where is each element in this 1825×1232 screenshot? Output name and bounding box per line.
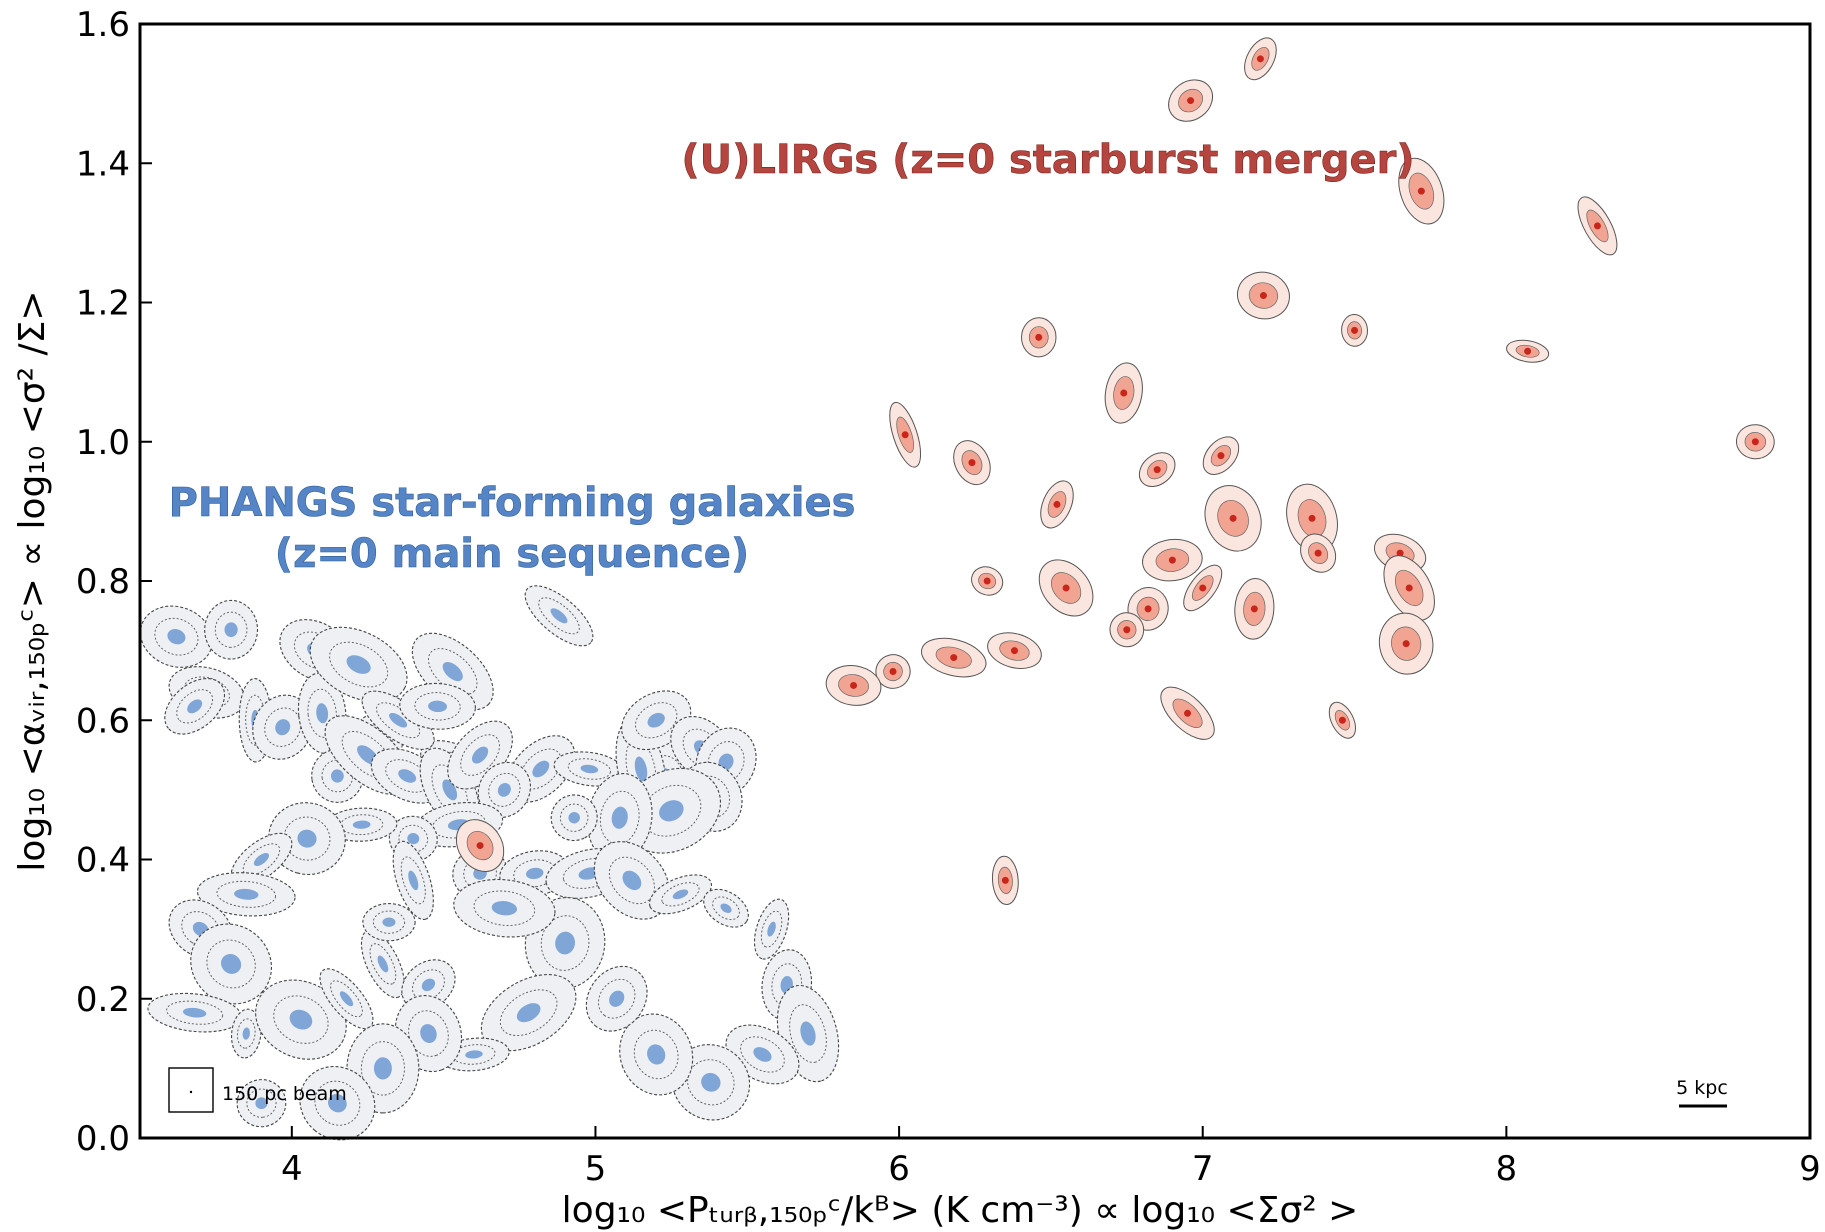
ulirg-galaxy-mark — [875, 654, 911, 689]
phangs-galaxy-mark — [585, 965, 648, 1032]
ulirg-galaxy-mark — [1300, 533, 1337, 573]
phangs-galaxy-mark — [399, 682, 476, 730]
y-tick-label: 1.2 — [76, 284, 130, 324]
phangs-galaxy-mark — [550, 794, 598, 842]
x-axis-label: log₁₀ <Pₜᵤᵣᵦ,₁₅₀ₚᶜ/kᴮ> (K cm⁻³) ∝ log₁₀ … — [562, 1190, 1359, 1231]
x-tick-label: 5 — [585, 1149, 607, 1189]
ulirg-galaxy-mark — [1234, 578, 1275, 640]
phangs-galaxy-mark — [190, 923, 272, 1005]
phangs-galaxy-mark — [703, 888, 749, 928]
x-tick-label: 6 — [888, 1149, 910, 1189]
phangs-galaxy-mark — [648, 874, 713, 915]
y-tick-label: 0.8 — [76, 562, 130, 602]
axis-ticks — [140, 23, 1811, 1139]
y-axis-label: log₁₀ <αᵥᵢᵣ,₁₅₀ₚᶜ> ∝ log₁₀ <σ² /Σ> — [12, 290, 53, 871]
ulirg-galaxy-mark — [1142, 538, 1203, 582]
galaxy-marks — [139, 37, 1775, 1141]
scale-bar-label: 5 kpc — [1676, 1077, 1728, 1099]
phangs-galaxy-mark — [392, 840, 434, 920]
y-tick-label: 1.6 — [76, 5, 130, 45]
ulirg-galaxy-mark — [1328, 701, 1357, 739]
ulirg-galaxy-mark — [1202, 436, 1240, 475]
phangs-galaxy-mark — [139, 605, 213, 668]
y-tick-label: 0.4 — [76, 841, 130, 881]
ulirg-galaxy-mark — [1506, 339, 1550, 363]
phangs-galaxy-mark — [453, 878, 556, 938]
x-tick-label: 7 — [1192, 1149, 1214, 1189]
phangs-galaxy-mark — [362, 903, 416, 942]
y-tick-label: 1.4 — [76, 144, 130, 184]
phangs-galaxy-mark — [299, 1065, 376, 1141]
beam-label: 150 pc beam — [222, 1083, 347, 1105]
tick-labels: 4 5 6 7 8 9 0.0 0.2 0.4 0.6 0.8 1.0 1.2 1.4 1.6 — [76, 5, 1821, 1189]
annotation-phangs-line1: PHANGS star-forming galaxies — [169, 480, 856, 526]
ulirg-galaxy-mark — [1577, 196, 1618, 256]
ulirg-galaxy-mark — [1038, 559, 1094, 617]
ulirg-galaxy-mark — [1378, 612, 1434, 675]
ulirg-galaxy-mark — [1341, 313, 1368, 347]
annotation-phangs-line2: (z=0 main sequence) — [275, 531, 749, 577]
ulirg-galaxy-mark — [1138, 452, 1176, 487]
ulirg-galaxy-mark — [1398, 157, 1445, 225]
ulirg-galaxy-mark — [1183, 564, 1223, 612]
x-tick-label: 4 — [281, 1149, 303, 1189]
ulirg-galaxy-mark — [1040, 480, 1074, 529]
phangs-galaxy-mark — [753, 898, 790, 960]
ulirg-galaxy-mark — [1286, 483, 1338, 553]
ulirg-galaxy-mark — [455, 819, 505, 872]
beam-dot — [189, 1090, 193, 1094]
phangs-galaxy-mark — [309, 626, 408, 703]
y-tick-label: 1.0 — [76, 423, 130, 463]
ulirg-galaxy-mark — [1104, 362, 1143, 424]
phangs-galaxy-mark — [204, 599, 259, 660]
phangs-galaxy-mark — [524, 585, 594, 647]
ulirg-galaxy-mark — [1168, 79, 1214, 122]
y-tick-label: 0.2 — [76, 980, 130, 1020]
phangs-galaxy-mark — [319, 968, 374, 1030]
phangs-galaxy-mark — [164, 678, 226, 735]
phangs-galaxy-mark — [196, 872, 296, 917]
phangs-galaxy-mark — [236, 1079, 287, 1128]
beam-box — [168, 1067, 214, 1113]
y-tick-label: 0.6 — [76, 701, 130, 741]
ulirg-galaxy-mark — [971, 566, 1004, 596]
ulirg-galaxy-mark — [1109, 612, 1145, 648]
ulirg-galaxy-mark — [1236, 271, 1290, 320]
ulirg-galaxy-mark — [825, 664, 882, 706]
ulirg-galaxy-mark — [1244, 37, 1277, 81]
ulirg-galaxy-mark — [1735, 424, 1775, 460]
ulirg-galaxy-mark — [953, 440, 991, 486]
phangs-galaxy-mark — [255, 979, 347, 1060]
x-tick-label: 9 — [1799, 1149, 1821, 1189]
phangs-galaxy-mark — [477, 761, 531, 818]
ulirg-galaxy-mark — [921, 637, 987, 678]
phangs-galaxy-mark — [360, 929, 405, 999]
x-tick-label: 8 — [1496, 1149, 1518, 1189]
phangs-galaxy-mark — [361, 690, 435, 750]
ulirg-galaxy-mark — [991, 855, 1019, 906]
ulirg-galaxy-mark — [889, 401, 922, 468]
phangs-galaxy-mark — [230, 1008, 262, 1059]
ulirg-galaxy-mark — [1160, 686, 1215, 740]
phangs-galaxy-mark — [147, 992, 242, 1033]
phangs-galaxy-mark — [252, 694, 314, 760]
ulirg-galaxy-mark — [1383, 555, 1435, 621]
ulirg-galaxy-mark — [1204, 485, 1262, 552]
ulirg-galaxy-mark — [1021, 317, 1057, 358]
annotation-ulirgs: (U)LIRGs (z=0 starburst merger) — [681, 137, 1414, 183]
phangs-galaxy-mark — [619, 1013, 694, 1096]
y-tick-label: 0.0 — [76, 1119, 130, 1159]
ulirg-galaxy-mark — [987, 632, 1042, 669]
